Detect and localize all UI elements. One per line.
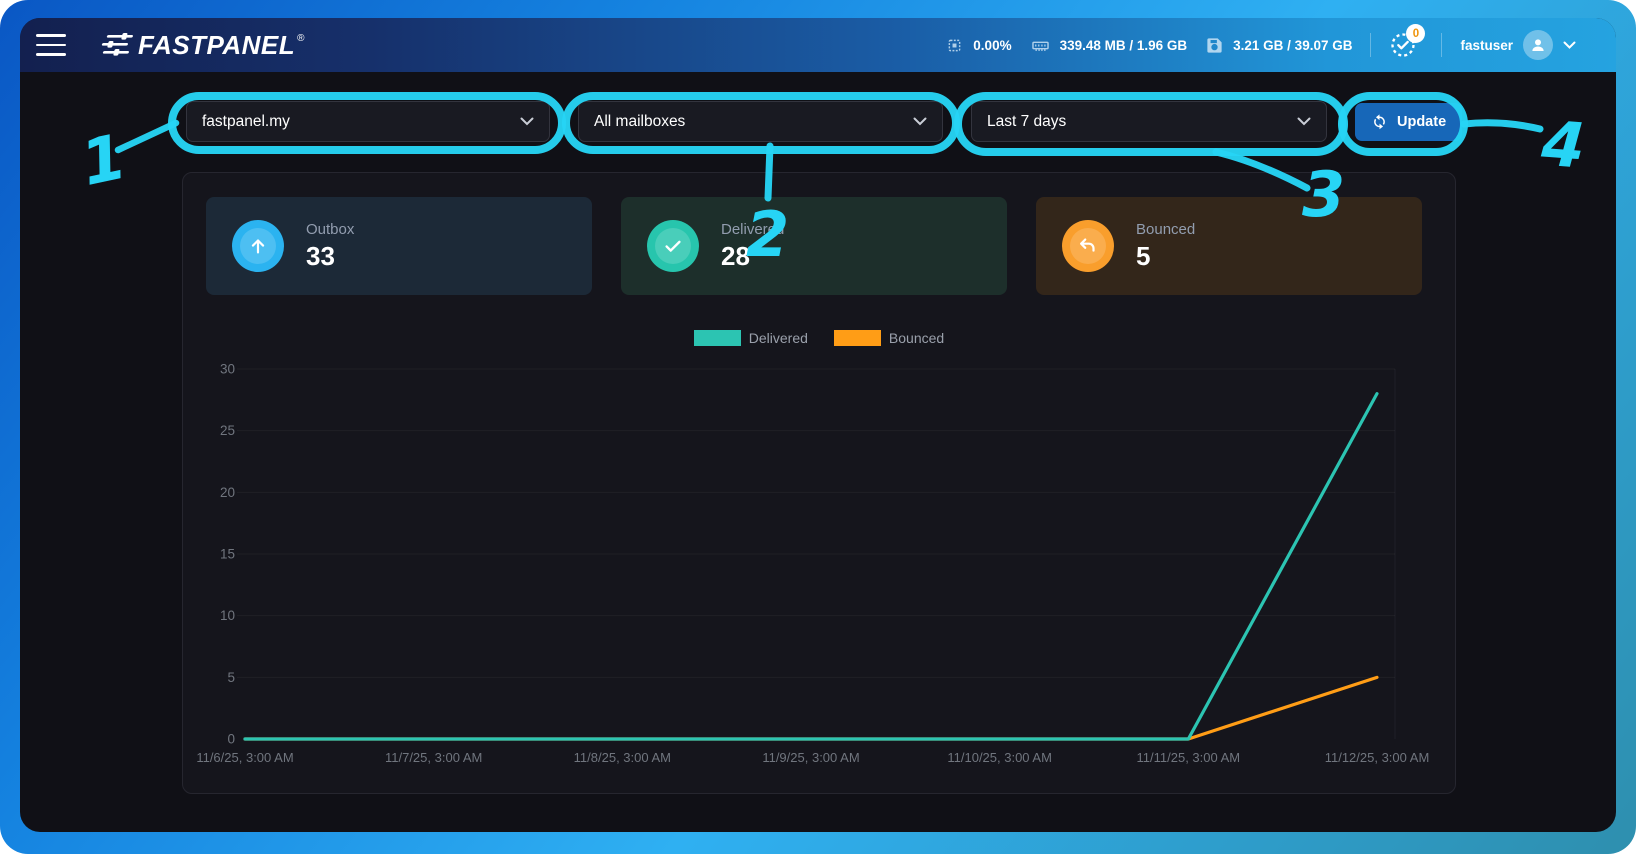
outbox-icon [232,220,284,272]
cpu-stat: 0.00% [945,36,1012,55]
period-select[interactable]: Last 7 days [971,101,1327,142]
series-line-delivered [243,392,1379,741]
delivered-card: Delivered 28 [621,197,1007,295]
hamburger-menu-icon[interactable] [36,32,66,58]
fastpanel-logo-icon [101,32,133,56]
disk-icon [1207,37,1222,53]
username: fastuser [1460,37,1513,53]
y-axis-tick: 15 [220,547,235,562]
tasks-button[interactable]: 0 [1389,24,1426,60]
refresh-icon [1374,114,1385,130]
cpu-icon [948,39,961,51]
header-status-area: 0.00% 339.48 MB / 1.96 GB 3.21 GB / 39.0… [945,24,1576,60]
y-axis-tick: 5 [227,670,235,685]
app-window: FASTPANEL ® 0.00% 339.48 MB / [20,18,1616,832]
chevron-down-icon [520,117,534,126]
legend-item-bounced[interactable]: Bounced [833,330,945,346]
user-menu[interactable]: fastuser [1460,30,1576,60]
avatar [1523,30,1553,60]
legend-swatch [833,330,881,346]
bounced-icon [1062,220,1114,272]
update-button-label: Update [1397,113,1447,130]
x-axis-tick: 11/12/25, 3:00 AM [1325,750,1430,765]
chevron-down-icon [913,117,927,126]
chevron-down-icon [1563,41,1576,49]
x-axis-tick: 11/10/25, 3:00 AM [947,750,1052,765]
mailbox-select[interactable]: All mailboxes [578,101,943,142]
user-icon [1532,39,1544,51]
cpu-value: 0.00% [973,37,1012,53]
disk-stat: 3.21 GB / 39.07 GB [1205,36,1352,55]
delivered-icon [647,220,699,272]
tasks-badge: 0 [1406,24,1426,43]
brand-name: FASTPANEL [138,29,296,60]
delivered-value: 28 [721,240,750,271]
y-axis-tick: 0 [227,732,235,747]
filters-toolbar: fastpanel.my All mailboxes Last 7 days U… [186,101,1616,142]
update-button[interactable]: Update [1355,102,1463,141]
series-line-bounced [243,675,1379,741]
memory-value: 339.48 MB / 1.96 GB [1059,37,1188,53]
x-axis-tick: 11/7/25, 3:00 AM [385,750,482,765]
legend-swatch [693,330,741,346]
x-axis-tick: 11/9/25, 3:00 AM [762,750,859,765]
x-axis-tick: 11/8/25, 3:00 AM [574,750,671,765]
legend-label: Delivered [748,330,808,346]
y-axis-tick: 20 [220,485,235,500]
bounced-value: 5 [1136,240,1151,271]
mailbox-select-value: All mailboxes [594,112,686,130]
outbox-card: Outbox 33 [206,197,592,295]
chart-legend: Delivered Bounced [183,329,1455,347]
y-axis-tick: 30 [220,362,235,377]
y-axis-tick: 10 [220,608,235,623]
mail-stats-panel: Outbox 33 Delivered 28 [182,172,1456,794]
fastpanel-logo[interactable]: FASTPANEL ® [96,32,305,59]
x-axis-tick: 11/6/25, 3:00 AM [196,750,293,765]
registered-mark: ® [297,32,305,44]
domain-select-value: fastpanel.my [202,112,290,130]
legend-label: Bounced [888,330,945,346]
outbox-value: 33 [306,240,335,271]
tasks-clock-icon [1391,33,1416,57]
period-select-value: Last 7 days [987,112,1067,130]
outbox-label: Outbox [306,220,355,238]
domain-select[interactable]: fastpanel.my [186,101,550,142]
mail-chart: 0 5 10 15 20 25 30 11/6/25, 3:00 AM 11/7/25, 3:0… [196,362,1430,766]
bounced-card: Bounced 5 [1036,197,1422,295]
delivered-label: Delivered [721,220,785,238]
stat-cards: Outbox 33 Delivered 28 [183,173,1455,295]
ram-icon [1031,41,1049,51]
disk-value: 3.21 GB / 39.07 GB [1233,37,1353,53]
x-axis-tick: 11/11/25, 3:00 AM [1137,750,1241,765]
y-axis-tick: 25 [220,423,235,438]
memory-stat: 339.48 MB / 1.96 GB [1030,36,1188,55]
chevron-down-icon [1297,117,1311,126]
header-divider [1370,33,1372,57]
check-icon [665,240,681,252]
header: FASTPANEL ® 0.00% 339.48 MB / [20,18,1616,72]
legend-item-delivered[interactable]: Delivered [693,330,808,346]
header-divider [1441,33,1443,57]
bounced-label: Bounced [1136,220,1196,238]
arrow-up-icon [251,239,265,254]
undo-arrow-icon [1080,238,1095,252]
